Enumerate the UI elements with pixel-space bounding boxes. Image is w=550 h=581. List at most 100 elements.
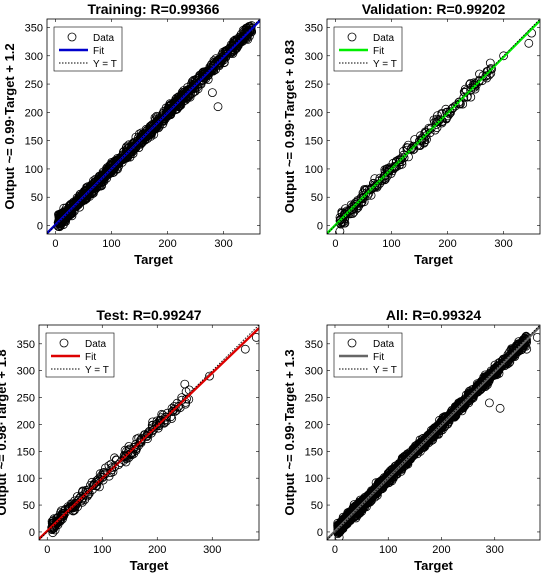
panel-1: 0 100 200 300 0 50 100 150 200 250 300 350 Training:… [2, 1, 261, 267]
legend-fit-label: Fit [85, 352, 96, 363]
chart-title: Test: R=0.99247 [96, 307, 201, 323]
x-tick-label: 100 [102, 238, 120, 250]
x-axis-label: Target [130, 558, 169, 573]
data-point [172, 104, 182, 114]
data-point [403, 140, 413, 150]
data-point [207, 88, 217, 97]
data-point [131, 141, 141, 151]
data-point [86, 185, 96, 195]
y-tick-label: 0 [29, 527, 35, 539]
y-tick-label: 150 [305, 136, 323, 148]
data-point [486, 64, 496, 73]
y-tick-label: 100 [305, 473, 323, 485]
data-point [205, 371, 214, 381]
x-axis-label: Target [414, 252, 453, 267]
data-point [111, 158, 120, 167]
axes-box [38, 324, 260, 541]
data-point [348, 508, 358, 518]
legend-identity-label: Y = T [373, 365, 397, 376]
data-point [417, 440, 426, 450]
y-tick-label: 100 [17, 473, 35, 485]
x-tick-label: 0 [44, 544, 50, 556]
data-point [340, 204, 350, 214]
data-point [394, 155, 404, 165]
data-point [423, 432, 433, 442]
y-tick-label: 50 [311, 192, 323, 204]
data-point [455, 403, 465, 413]
axes-box [326, 324, 541, 541]
data-point [481, 377, 491, 387]
y-tick-label: 350 [305, 22, 323, 34]
y-tick-label: 200 [305, 419, 323, 431]
y-tick-label: 0 [317, 527, 323, 539]
data-point [468, 80, 478, 90]
data-point [389, 470, 399, 480]
data-point [120, 452, 130, 462]
data-point [171, 99, 181, 109]
x-axis-label: Target [414, 558, 453, 573]
data-point [199, 69, 209, 79]
y-tick-label: 150 [17, 446, 35, 458]
data-point [532, 333, 540, 342]
data-point [73, 196, 82, 206]
data-point [484, 398, 494, 408]
identity-line [327, 325, 540, 540]
data-point [524, 38, 534, 48]
data-point [82, 191, 91, 201]
data-point [483, 67, 493, 76]
data-point [452, 403, 462, 413]
data-point [338, 212, 348, 222]
y-axis-label: Output ~= 0.98·Target + 1.8 [0, 349, 9, 515]
data-point [136, 438, 146, 448]
y-tick-label: 100 [25, 164, 43, 176]
chart-title: All: R=0.99324 [386, 307, 482, 323]
x-tick-label: 200 [438, 238, 456, 250]
x-axis-label: Target [134, 252, 173, 267]
data-point [368, 183, 378, 193]
data-point [464, 392, 474, 402]
y-tick-label: 150 [25, 136, 43, 148]
data-point [466, 92, 476, 102]
data-point [471, 383, 481, 393]
x-tick-label: 200 [432, 544, 450, 556]
data-point [340, 209, 350, 219]
data-point [397, 159, 407, 169]
data-point [413, 443, 423, 453]
data-point [422, 433, 432, 443]
data-point [104, 461, 114, 471]
data-point [352, 199, 361, 209]
x-tick-label: 0 [332, 238, 338, 250]
data-point [408, 145, 418, 155]
legend-data-marker [67, 32, 77, 42]
data-point [48, 528, 58, 538]
data-point [463, 394, 473, 404]
y-tick-label: 300 [305, 51, 323, 63]
data-point [210, 60, 220, 70]
data-point [380, 478, 390, 488]
data-point [236, 34, 246, 44]
data-point [213, 56, 222, 66]
identity-line [39, 325, 259, 540]
x-tick-label: 100 [382, 238, 400, 250]
data-point [174, 401, 184, 411]
y-axis-label: Output ~= 0.99·Target + 1.3 [282, 349, 297, 515]
y-tick-label: 250 [25, 79, 43, 91]
identity-line [47, 19, 260, 234]
plot-content [327, 325, 540, 540]
legend-data-marker [347, 32, 357, 42]
data-point [379, 172, 389, 181]
data-point [162, 108, 171, 118]
y-tick-label: 50 [311, 500, 323, 512]
data-point [391, 464, 400, 473]
data-point [400, 454, 410, 464]
legend-fit-label: Fit [373, 352, 384, 363]
data-point [56, 514, 65, 524]
data-point [391, 157, 401, 167]
data-point [204, 66, 214, 75]
data-point [214, 58, 224, 67]
chart-title: Training: R=0.99366 [88, 1, 220, 17]
y-tick-label: 200 [305, 107, 323, 119]
chart-title: Validation: R=0.99202 [362, 1, 506, 17]
data-point [240, 344, 250, 354]
